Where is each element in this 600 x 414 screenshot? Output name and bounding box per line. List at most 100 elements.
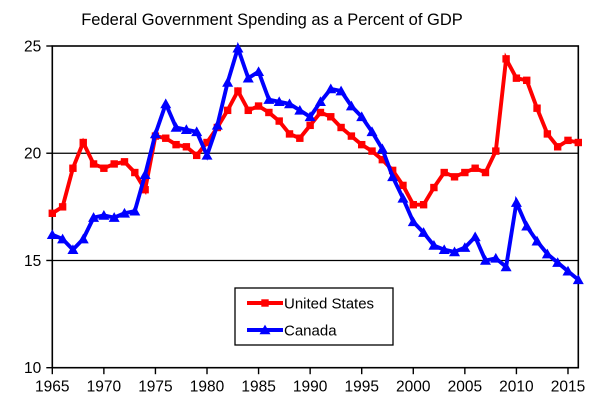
united-states-marker-2012 xyxy=(533,104,541,112)
data-series xyxy=(46,41,584,285)
x-axis-label-1975: 1975 xyxy=(138,379,172,396)
legend-label-united-states: United States xyxy=(284,296,374,313)
united-states-marker-1965 xyxy=(48,209,56,217)
united-states-marker-1983 xyxy=(234,87,242,95)
united-states-marker-2011 xyxy=(523,76,531,85)
united-states-marker-1982 xyxy=(223,106,232,115)
united-states-marker-1970 xyxy=(100,164,108,172)
united-states-marker-1973 xyxy=(131,168,139,177)
united-states-marker-2009 xyxy=(502,55,510,63)
series-united-states xyxy=(48,52,582,217)
canada-marker-1978 xyxy=(180,124,192,134)
x-axis-label-1970: 1970 xyxy=(87,379,122,396)
united-states-marker-1987 xyxy=(275,117,283,125)
axes: 10 15 20 25 1965 1970 1975 1980 1985 1990 1995 2000… xyxy=(24,39,585,396)
united-states-marker-1997 xyxy=(378,155,387,164)
united-states-marker-2014 xyxy=(553,143,562,151)
x-axis-label-2005: 2005 xyxy=(448,379,482,396)
canada-marker-1988 xyxy=(284,98,296,109)
canada-marker-2015 xyxy=(562,265,574,276)
canada-marker-1975 xyxy=(149,128,161,139)
canada-marker-1979 xyxy=(191,126,203,137)
canada-marker-2014 xyxy=(552,257,564,267)
united-states-marker-1995 xyxy=(358,140,366,149)
canada-marker-1987 xyxy=(273,96,285,107)
canada-marker-1980 xyxy=(201,149,213,160)
x-axis-label-2015: 2015 xyxy=(551,379,585,396)
canada-marker-2008 xyxy=(490,252,502,263)
canada-marker-1989 xyxy=(294,104,306,115)
canada-marker-1971 xyxy=(108,212,120,222)
legend-box xyxy=(234,287,394,346)
united-states-marker-1986 xyxy=(265,108,273,117)
canada-marker-1972 xyxy=(118,207,130,218)
y-axis-label-15: 15 xyxy=(24,253,41,270)
united-states-marker-2013 xyxy=(543,130,552,138)
canada-marker-2012 xyxy=(531,235,543,246)
canada-marker-2009 xyxy=(500,261,512,272)
canada-marker-1985 xyxy=(253,66,265,77)
united-states-marker-1998 xyxy=(388,166,397,175)
y-axis-label-25: 25 xyxy=(24,39,41,56)
legend-marker-united-states xyxy=(261,299,269,307)
canada-marker-1968 xyxy=(77,233,89,244)
canada-marker-2011 xyxy=(521,220,533,231)
canada-marker-1977 xyxy=(170,122,182,132)
canada-marker-1986 xyxy=(263,94,275,104)
canada-marker-1982 xyxy=(222,77,234,87)
canada-marker-1965 xyxy=(46,229,58,240)
x-axis-label-1980: 1980 xyxy=(190,379,225,396)
y-axis-label-10: 10 xyxy=(24,360,42,377)
united-states-marker-2001 xyxy=(419,201,428,209)
united-states-marker-1980 xyxy=(203,138,211,147)
canada-marker-2006 xyxy=(469,231,481,242)
canada-marker-1981 xyxy=(211,119,223,130)
canada-marker-1996 xyxy=(366,126,378,137)
x-axis-label-1990: 1990 xyxy=(293,379,328,396)
canada-marker-1976 xyxy=(160,98,172,109)
canada-marker-2003 xyxy=(438,244,450,255)
united-states-marker-1984 xyxy=(244,106,252,115)
united-states-marker-1990 xyxy=(306,121,314,130)
legend-entry-united-states: United States xyxy=(247,296,374,313)
canada-marker-2005 xyxy=(459,242,471,252)
united-states-marker-1971 xyxy=(110,160,118,168)
united-states-marker-2016 xyxy=(574,138,582,147)
canada-marker-1969 xyxy=(88,212,100,222)
x-axis-label-1965: 1965 xyxy=(35,379,69,396)
united-states-marker-1978 xyxy=(182,143,191,151)
canada-marker-2016 xyxy=(572,274,584,285)
united-states-marker-1999 xyxy=(399,181,407,190)
united-states-marker-1977 xyxy=(172,140,180,149)
united-states-marker-2003 xyxy=(440,168,448,177)
canada-marker-2000 xyxy=(407,216,419,227)
legend: United States Canada xyxy=(234,287,394,346)
canada-marker-1992 xyxy=(325,83,337,94)
plot-frame xyxy=(51,45,580,369)
united-states-marker-2008 xyxy=(492,147,500,155)
y-axis-label-20: 20 xyxy=(24,146,42,163)
united-states-marker-1992 xyxy=(327,113,335,121)
canada-marker-1990 xyxy=(304,111,316,122)
canada-marker-2002 xyxy=(428,240,440,250)
united-states-marker-2015 xyxy=(564,136,572,145)
canada-marker-2007 xyxy=(479,255,491,265)
x-axis-label-1995: 1995 xyxy=(344,379,378,396)
united-states-marker-2004 xyxy=(450,173,459,181)
united-states-marker-2007 xyxy=(481,168,490,177)
canada-marker-1999 xyxy=(397,192,409,203)
canada-marker-2004 xyxy=(449,246,461,257)
united-states-marker-2000 xyxy=(409,201,417,209)
canada-marker-1970 xyxy=(98,210,110,220)
united-states-marker-1988 xyxy=(285,130,294,138)
united-states-marker-1991 xyxy=(316,108,325,117)
united-states-marker-1994 xyxy=(347,132,356,140)
canada-marker-1974 xyxy=(139,169,151,179)
chart-title: Federal Government Spending as a Percent… xyxy=(81,11,463,29)
canada-marker-1995 xyxy=(356,111,368,122)
canada-marker-2001 xyxy=(418,227,430,237)
united-states-marker-1985 xyxy=(254,102,263,110)
canada-marker-1993 xyxy=(335,85,347,96)
canada-marker-1984 xyxy=(242,72,254,83)
